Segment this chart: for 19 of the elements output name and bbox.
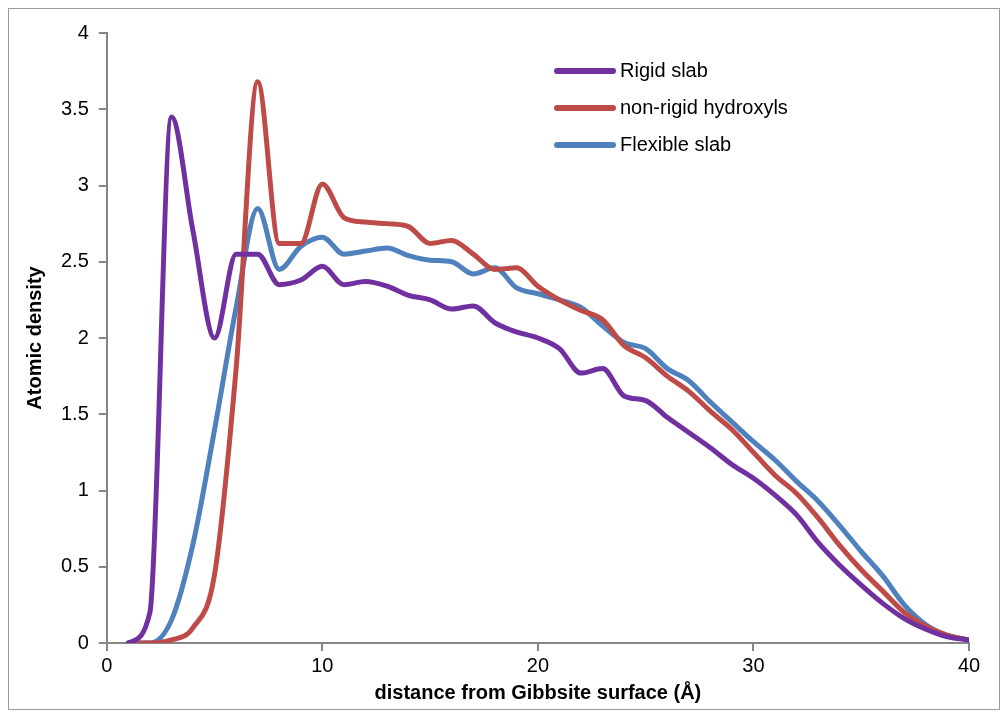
- legend-label: non-rigid hydroxyls: [620, 96, 788, 119]
- x-tick-label: 20: [526, 653, 550, 676]
- y-tick-label: 0: [77, 630, 89, 653]
- y-tick-label: 2.5: [60, 249, 89, 272]
- x-tick-label: 40: [957, 653, 981, 676]
- x-tick-label: 0: [101, 653, 113, 676]
- y-tick-label: 1.5: [60, 401, 89, 424]
- legend-label: Rigid slab: [620, 59, 708, 82]
- y-tick-label: 2: [77, 325, 89, 348]
- y-tick-label: 3.5: [60, 96, 89, 119]
- y-tick-label: 4: [77, 20, 89, 43]
- x-tick-label: 30: [742, 653, 765, 676]
- x-axis-title: distance from Gibbsite surface (Å): [374, 679, 702, 703]
- x-tick-label: 10: [311, 653, 334, 676]
- y-tick-label: 1: [77, 478, 89, 501]
- y-tick-label: 3: [77, 173, 89, 196]
- legend-label: Flexible slab: [620, 133, 732, 156]
- y-tick-label: 0.5: [60, 554, 89, 577]
- y-axis-title: Atomic density: [22, 265, 45, 410]
